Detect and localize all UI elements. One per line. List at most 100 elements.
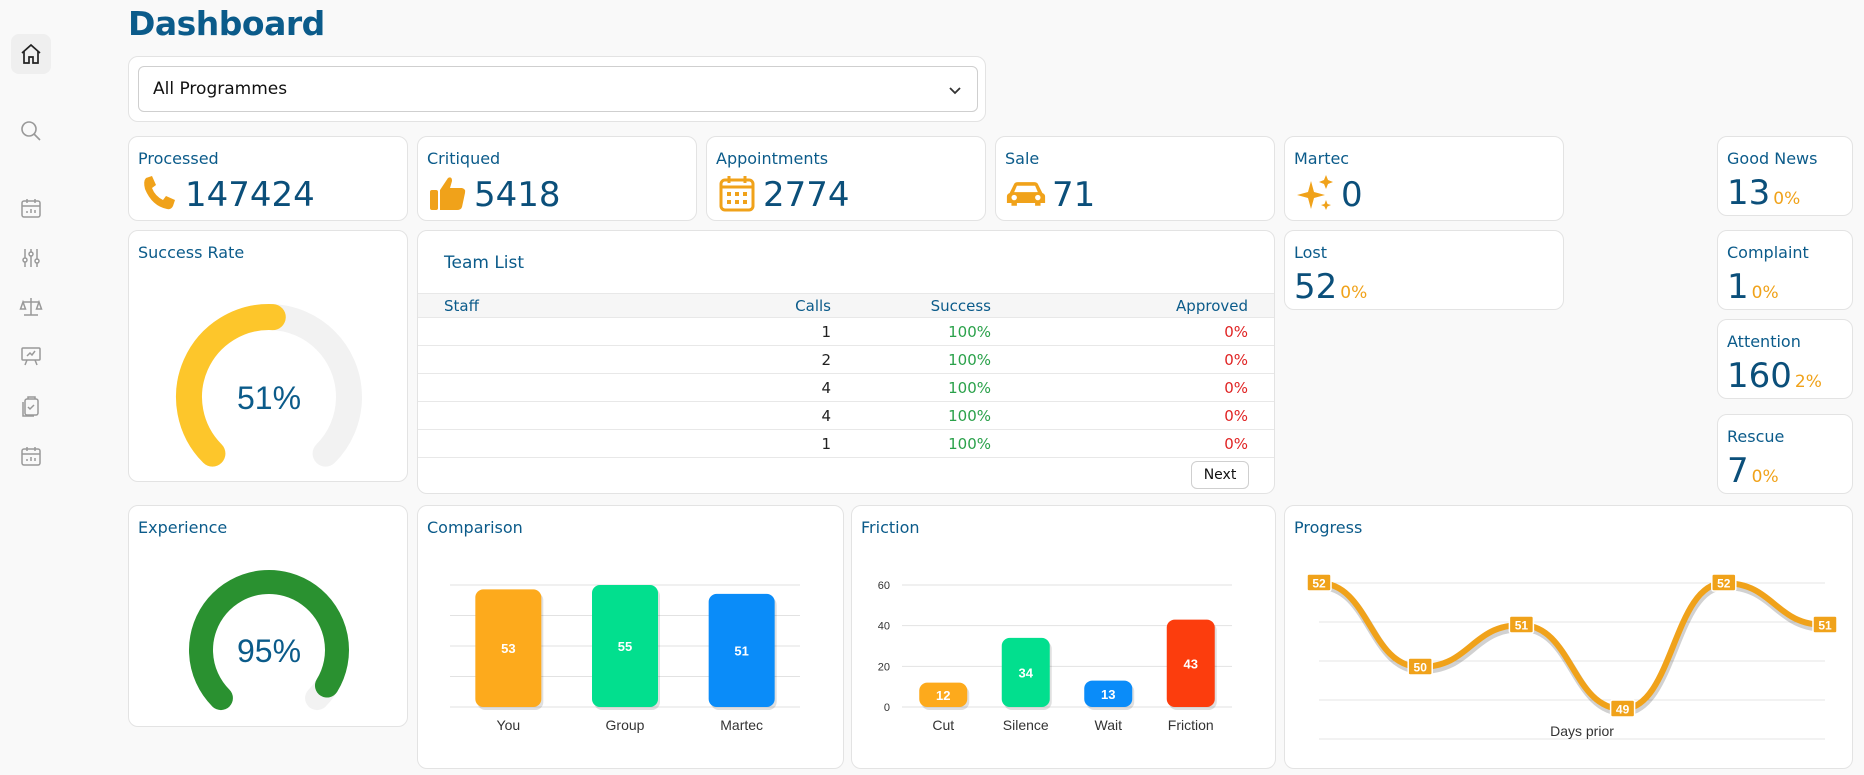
sidebar-item-settings[interactable] — [11, 238, 51, 278]
cell-calls: 1 — [618, 317, 831, 346]
chevron-down-icon — [949, 87, 961, 95]
line-shadow — [1319, 581, 1827, 717]
x-tick-label: Cut — [932, 717, 954, 733]
gauge-value: 51% — [237, 380, 301, 416]
experience-gauge: 95% — [189, 570, 349, 711]
x-tick-label: Martec — [720, 717, 763, 733]
table-row[interactable]: 2 100% 0% — [418, 345, 1274, 374]
sidebar-item-compliance[interactable] — [11, 287, 51, 327]
stat-label: Lost — [1294, 243, 1328, 262]
bar-value-label: 13 — [1101, 687, 1115, 702]
table-row[interactable]: 1 100% 0% — [418, 317, 1274, 346]
table-row[interactable]: 4 100% 0% — [418, 401, 1274, 430]
point-value-label: 49 — [1616, 703, 1630, 717]
search-icon — [21, 121, 41, 141]
data-point[interactable]: 52 — [1711, 573, 1737, 592]
stat-card-processed: Processed 147424 — [128, 136, 408, 221]
cell-calls: 1 — [618, 429, 831, 458]
column-header-approved[interactable]: Approved — [991, 293, 1274, 318]
stat-card-martec: Martec 0 — [1284, 136, 1564, 221]
search-button[interactable] — [11, 111, 51, 151]
stat-value: 147424 — [185, 175, 315, 215]
stat-label: Processed — [138, 149, 219, 168]
point-value-label: 51 — [1818, 619, 1832, 633]
stat-value: 1 0% — [1727, 267, 1779, 307]
data-point[interactable]: 50 — [1407, 657, 1433, 676]
data-point[interactable]: 51 — [1812, 615, 1838, 634]
card-title: Experience — [138, 518, 228, 537]
bar-value-label: 43 — [1184, 656, 1198, 671]
cell-staff — [418, 401, 618, 430]
table-row[interactable]: 1 100% 0% — [418, 429, 1274, 458]
x-tick-label: Friction — [1168, 717, 1214, 733]
stat-value: 7 0% — [1727, 451, 1779, 491]
column-header-staff[interactable]: Staff — [418, 293, 618, 318]
bar[interactable] — [1084, 680, 1135, 710]
data-point[interactable]: 51 — [1508, 615, 1535, 634]
sidebar-item-tasks[interactable] — [11, 386, 51, 426]
sidebar-item-reports[interactable] — [11, 336, 51, 376]
stat-percent: 2% — [1794, 372, 1822, 392]
page-title: Dashboard — [128, 4, 325, 43]
bar-value-label: 53 — [501, 641, 515, 656]
progress-chart: 52 50 51 49 52 51 Days prior — [1306, 573, 1838, 740]
bar[interactable] — [919, 682, 970, 710]
team-list-card: Team List Staff Calls Success Approved 1… — [417, 230, 1275, 494]
programme-select-value: All Programmes — [153, 79, 288, 99]
bar-value-label: 55 — [618, 639, 632, 654]
table-row[interactable]: 4 100% 0% — [418, 373, 1274, 402]
programme-filter-card: All Programmes — [128, 56, 986, 122]
bar[interactable] — [475, 589, 544, 710]
bar-rect — [708, 593, 775, 707]
sidebar-item-calendar[interactable] — [11, 436, 51, 476]
data-point[interactable]: 52 — [1306, 573, 1332, 592]
bar[interactable] — [1001, 637, 1052, 710]
stat-value: 160 2% — [1727, 356, 1822, 396]
point-value-label: 52 — [1717, 577, 1731, 591]
cell-calls: 4 — [618, 401, 831, 430]
stat-label: Good News — [1727, 149, 1818, 168]
stat-number: 13 — [1727, 173, 1771, 213]
thumbs-up-icon — [430, 177, 466, 210]
stat-number: 160 — [1727, 356, 1792, 396]
programme-select[interactable]: All Programmes — [138, 66, 978, 112]
column-header-success[interactable]: Success — [831, 293, 991, 318]
stat-label: Attention — [1727, 332, 1801, 351]
point-label-box — [1812, 615, 1838, 634]
home-button[interactable] — [11, 34, 51, 74]
point-label-box — [1508, 615, 1535, 634]
friction-chart: 0 20 40 60 12 Cut 34 Silence 13 Wait 43 Friction — [878, 580, 1232, 733]
card-title: Friction — [861, 518, 920, 537]
bar[interactable] — [1166, 619, 1217, 710]
point-label-box — [1711, 573, 1737, 592]
comparison-chart: 53 You 55 Group 51 Martec — [450, 584, 800, 733]
cell-success: 100% — [831, 373, 991, 402]
stat-number: 1 — [1727, 267, 1749, 307]
stat-label: Critiqued — [427, 149, 501, 168]
cell-approved: 0% — [991, 429, 1274, 458]
gauge-fill — [176, 304, 286, 467]
stat-label: Appointments — [716, 149, 829, 168]
card-title: Comparison — [427, 518, 523, 537]
stat-card-complaint: Complaint 1 0% — [1717, 230, 1853, 310]
y-tick-label: 0 — [884, 702, 890, 714]
stat-card-appointments: Appointments 2774 — [706, 136, 986, 221]
data-point[interactable]: 49 — [1609, 699, 1636, 718]
bar[interactable] — [592, 585, 660, 710]
calendar-chart-icon — [21, 447, 41, 466]
column-header-calls[interactable]: Calls — [618, 293, 831, 318]
next-page-button[interactable]: Next — [1191, 461, 1249, 489]
stat-number: 7 — [1727, 451, 1749, 491]
sidebar-item-schedule[interactable] — [11, 188, 51, 228]
cell-approved: 0% — [991, 401, 1274, 430]
stat-percent: 0% — [1773, 189, 1801, 209]
bar-value-label: 12 — [936, 688, 950, 703]
success-rate-gauge: 51% — [176, 304, 362, 467]
experience-card: Experience 95% — [128, 505, 408, 727]
bar[interactable] — [708, 593, 777, 710]
stat-value: 0 — [1341, 175, 1363, 215]
team-list-table: Staff Calls Success Approved 1 100% 0% 2… — [418, 293, 1274, 458]
card-title: Team List — [444, 253, 525, 273]
stat-value: 5418 — [474, 175, 561, 215]
cell-approved: 0% — [991, 373, 1274, 402]
